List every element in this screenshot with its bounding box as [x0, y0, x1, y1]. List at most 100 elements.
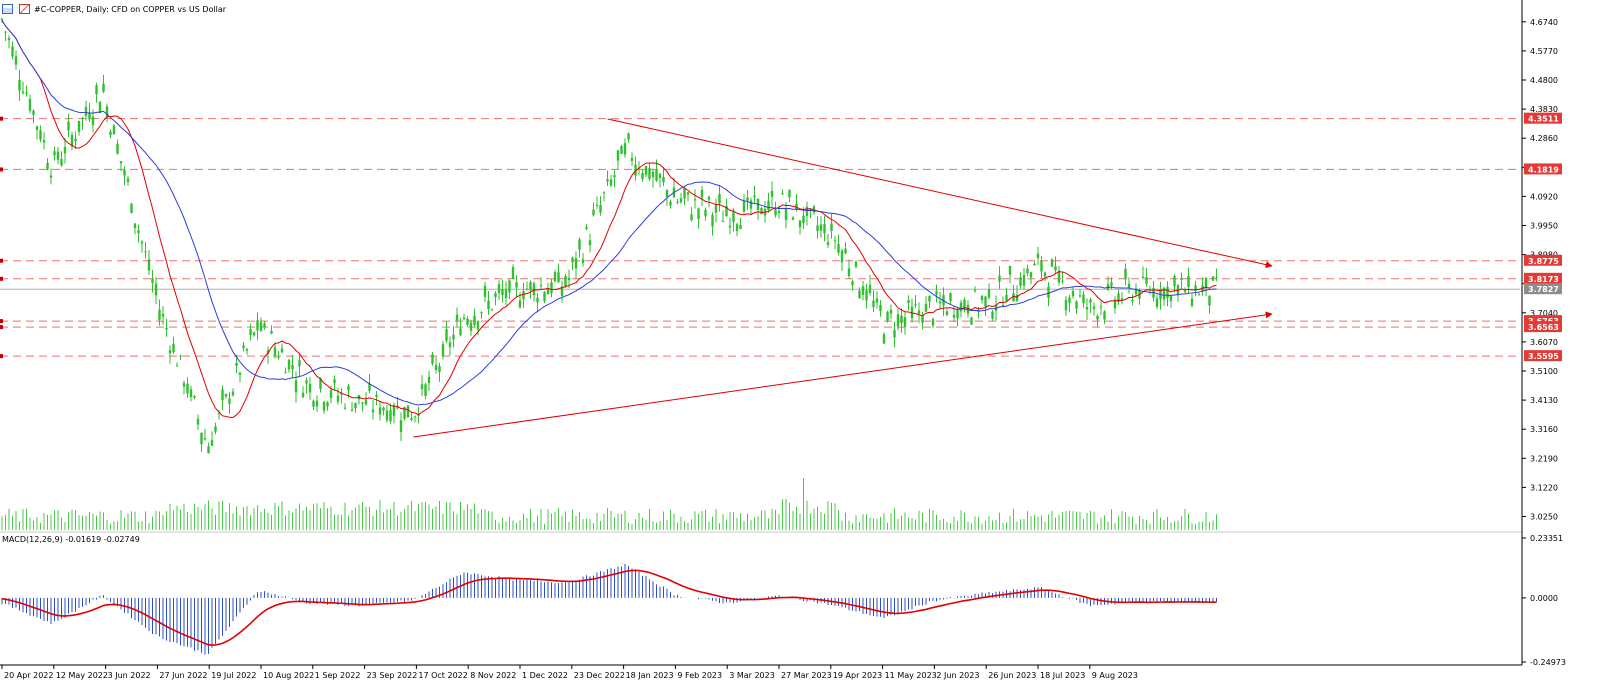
- candle-body: [973, 290, 977, 292]
- candle-body: [53, 151, 56, 156]
- candle-body: [914, 304, 917, 306]
- candle-body: [539, 285, 543, 287]
- candle-body: [844, 248, 847, 254]
- trendline[interactable]: [607, 118, 1273, 269]
- candle-body: [665, 190, 669, 197]
- candle-body: [277, 356, 280, 358]
- candle-body: [651, 171, 655, 178]
- time-tick-label: 18 Jul 2023: [1040, 671, 1085, 680]
- candle-body: [854, 261, 858, 267]
- candle-body: [361, 402, 364, 404]
- candle-body: [900, 315, 903, 324]
- candle-body: [147, 259, 151, 271]
- candle-body: [284, 372, 287, 374]
- candle-body: [497, 284, 501, 294]
- candle-body: [1012, 293, 1015, 302]
- candle-body: [448, 342, 452, 348]
- level-price-label-bg: [1524, 254, 1562, 266]
- candle-body: [641, 173, 644, 180]
- candle-body: [168, 350, 172, 354]
- candle-body: [431, 354, 434, 364]
- candle-body: [574, 258, 578, 269]
- candle-body: [336, 395, 340, 402]
- candle-body: [714, 204, 718, 213]
- candle-body: [228, 398, 231, 404]
- candle-body: [616, 150, 620, 161]
- candle-body: [172, 343, 175, 353]
- level-price-label: 3.6563: [1528, 323, 1559, 332]
- candle-body: [1008, 265, 1012, 275]
- candle-body: [742, 200, 746, 212]
- candle-body: [427, 376, 431, 383]
- time-tick-label: 1 Sep 2022: [315, 671, 361, 680]
- candle-body: [60, 159, 63, 166]
- candle-body: [329, 390, 333, 398]
- candle-body: [144, 251, 147, 253]
- window-icon[interactable]: [2, 4, 13, 14]
- candle-body: [305, 380, 308, 384]
- candle-body: [140, 241, 144, 244]
- candle-body: [707, 196, 711, 200]
- candle-body: [63, 147, 67, 154]
- candle-body: [385, 410, 389, 421]
- candle-body: [364, 399, 368, 405]
- candle-body: [816, 225, 819, 232]
- candle-body: [1141, 276, 1145, 278]
- candle-body: [595, 204, 599, 206]
- candle-body: [88, 112, 91, 120]
- candle-body: [749, 200, 753, 209]
- candle-body: [39, 130, 42, 140]
- candle-body: [186, 383, 189, 394]
- candle-body: [602, 192, 606, 194]
- candle-body: [536, 297, 539, 303]
- time-tick-label: 27 Jun 2022: [159, 671, 207, 680]
- candle-body: [1127, 283, 1131, 289]
- candle-body: [21, 91, 25, 93]
- candle-body: [98, 101, 102, 114]
- candle-body: [7, 38, 11, 41]
- candle-body: [102, 83, 105, 92]
- trendline[interactable]: [413, 311, 1273, 438]
- candle-body: [683, 188, 686, 199]
- candle-body: [501, 288, 504, 295]
- macd-tick-label: -0.24973: [1530, 658, 1566, 667]
- candle-body: [644, 166, 648, 175]
- candle-body: [777, 211, 781, 214]
- candle-body: [966, 304, 970, 314]
- candle-body: [588, 240, 592, 246]
- time-tick-label: 3 Mar 2023: [729, 671, 775, 680]
- candle-body: [123, 169, 126, 176]
- candle-body: [567, 277, 571, 281]
- candle-body: [4, 31, 7, 33]
- candle-body: [480, 312, 483, 314]
- candle-body: [812, 206, 816, 213]
- level-price-label: 4.1819: [1528, 165, 1559, 174]
- axes: 4.67404.57704.48004.38304.28604.18904.09…: [0, 0, 1566, 680]
- candle-body: [872, 300, 875, 308]
- candle-body: [760, 208, 763, 215]
- candle-body: [452, 334, 455, 340]
- candle-body: [399, 420, 403, 432]
- candle-body: [301, 392, 305, 398]
- candle-body: [1113, 299, 1117, 309]
- level-marker: [0, 276, 3, 281]
- candle-body: [1124, 268, 1127, 280]
- candle-body: [623, 143, 627, 155]
- trendlines[interactable]: [413, 118, 1273, 438]
- candle-body: [371, 409, 375, 413]
- candle-body: [728, 225, 732, 228]
- candle-body: [945, 311, 949, 316]
- candle-body: [746, 197, 749, 201]
- candle-body: [669, 201, 672, 206]
- candle-body: [221, 389, 224, 401]
- candle-body: [490, 309, 494, 311]
- price-tick-label: 3.7040: [1530, 309, 1558, 318]
- candle-body: [116, 143, 119, 154]
- candle-body: [287, 359, 291, 370]
- candle-body: [826, 242, 830, 245]
- candle-body: [32, 110, 35, 115]
- candle-body: [718, 194, 721, 204]
- candle-body: [970, 317, 973, 325]
- chart-type-icon[interactable]: [19, 4, 30, 14]
